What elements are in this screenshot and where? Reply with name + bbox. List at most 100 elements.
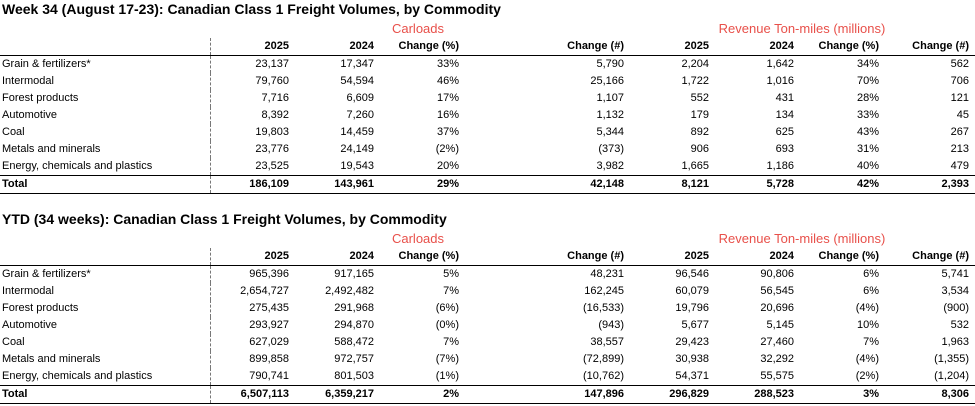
table-row: Energy, chemicals and plastics 790,741 801… [0,368,975,386]
commodity-label: Forest products [0,90,211,107]
commodity-label: Grain & fertilizers* [0,265,211,283]
table-cell: (10,762) [583,370,624,382]
table-cell: 294,870 [334,319,374,331]
commodity-label: Coal [0,334,211,351]
column-header: Change (%) [380,248,465,266]
table-row: Automotive 8,392 7,260 16% 1,132 179 134 33% 45 [0,107,975,124]
commodity-label: Automotive [0,107,211,124]
table-cell: 906 [690,143,709,155]
total-cell: 42% [800,175,885,194]
table-cell: 1,665 [681,160,709,172]
table-row: Intermodal 79,760 54,594 46% 25,166 1,722 1,01… [0,73,975,90]
table-cell: (2%) [855,370,879,382]
table-cell: 56,545 [760,285,794,297]
column-header: Change (%) [800,38,885,56]
table-cell: 267 [950,126,969,138]
column-header: 2025 [630,38,715,56]
table-cell: 5,741 [941,268,969,280]
table-cell: 23,776 [255,143,289,155]
table-cell: 1,016 [766,75,794,87]
table-cell: 293,927 [249,319,289,331]
table-cell: 562 [950,58,969,70]
table-cell: 2,492,482 [325,285,374,297]
table-cell: 46% [436,75,459,87]
table-cell: 134 [775,109,794,121]
column-header-row: 2025 2024 Change (%) Change (#) 2025 2024 Chan… [0,248,975,266]
total-cell: 29% [380,175,465,194]
table-cell: 1,722 [681,75,709,87]
column-header: 2024 [295,248,380,266]
table-cell: 1,963 [941,336,969,348]
table-cell: 3,982 [596,160,624,172]
table-cell: 40% [856,160,879,172]
table-cell: 479 [950,160,969,172]
table-cell: 5,344 [596,126,624,138]
table-cell: 431 [775,92,794,104]
commodity-label: Intermodal [0,283,211,300]
table-cell: 30,938 [675,353,709,365]
total-cell: 6,359,217 [295,385,380,404]
table-cell: 70% [856,75,879,87]
table-cell: 34% [856,58,879,70]
table-cell: 23,137 [255,58,289,70]
table-cell: 179 [690,109,709,121]
table-cell: (1,355) [934,353,969,365]
table-cell: 121 [950,92,969,104]
table-cell: (900) [943,302,969,314]
table-cell: 19,796 [675,302,709,314]
table-row: Intermodal 2,654,727 2,492,482 7% 162,245 60,… [0,283,975,300]
table-row: Energy, chemicals and plastics 23,525 19,5… [0,158,975,176]
table-row: Grain & fertilizers* 23,137 17,347 33% 5,790… [0,55,975,73]
table-cell: (2%) [435,143,459,155]
table-cell: 5% [443,268,459,280]
table-cell: 213 [950,143,969,155]
total-cell: 42,148 [465,175,630,194]
table-cell: (6%) [435,302,459,314]
table-cell: (16,533) [583,302,624,314]
table-cell: (373) [598,143,624,155]
table-cell: 31% [856,143,879,155]
table-cell: 19,803 [255,126,289,138]
commodity-label: Automotive [0,317,211,334]
table-cell: 33% [436,58,459,70]
table-row: Forest products 275,435 291,968 (6%) (16,533… [0,300,975,317]
column-header: 2025 [210,38,295,56]
table-cell: 10% [856,319,879,331]
total-cell: 186,109 [210,175,295,194]
ytd-carloads-header: Carloads [391,231,445,246]
commodity-label: Grain & fertilizers* [0,55,211,73]
commodity-label: Coal [0,124,211,141]
table-cell: 5,790 [596,58,624,70]
table-cell: 917,165 [334,268,374,280]
table-cell: (4%) [855,353,879,365]
table-cell: 7,716 [261,92,289,104]
total-cell: 5,728 [715,175,800,194]
table-cell: 24,149 [340,143,374,155]
table-cell: (72,899) [583,353,624,365]
table-cell: 2,204 [681,58,709,70]
table-cell: 48,231 [590,268,624,280]
table-cell: 625 [775,126,794,138]
table-cell: 1,186 [766,160,794,172]
table-row: Coal 627,029 588,472 7% 38,557 29,423 27,460 7%… [0,334,975,351]
table-row: Automotive 293,927 294,870 (0%) (943) 5,677 5,… [0,317,975,334]
table-cell: 892 [690,126,709,138]
total-row: Total 186,109 143,961 29% 42,148 8,121 5,728 42… [0,175,975,194]
table-cell: 43% [856,126,879,138]
table-cell: 552 [690,92,709,104]
column-header: Change (#) [885,248,975,266]
table-cell: 162,245 [584,285,624,297]
table-cell: 54,371 [675,370,709,382]
table-cell: 790,741 [249,370,289,382]
table-cell: 965,396 [249,268,289,280]
table-cell: 16% [436,109,459,121]
table-cell: 7% [443,285,459,297]
table-cell: 19,543 [340,160,374,172]
table-cell: 29,423 [675,336,709,348]
column-header: Change (#) [885,38,975,56]
table-cell: 28% [856,92,879,104]
table-cell: 23,525 [255,160,289,172]
table-cell: 90,806 [760,268,794,280]
table-cell: 706 [950,75,969,87]
ytd-table: 2025 2024 Change (%) Change (#) 2025 2024 Chan… [0,248,975,404]
